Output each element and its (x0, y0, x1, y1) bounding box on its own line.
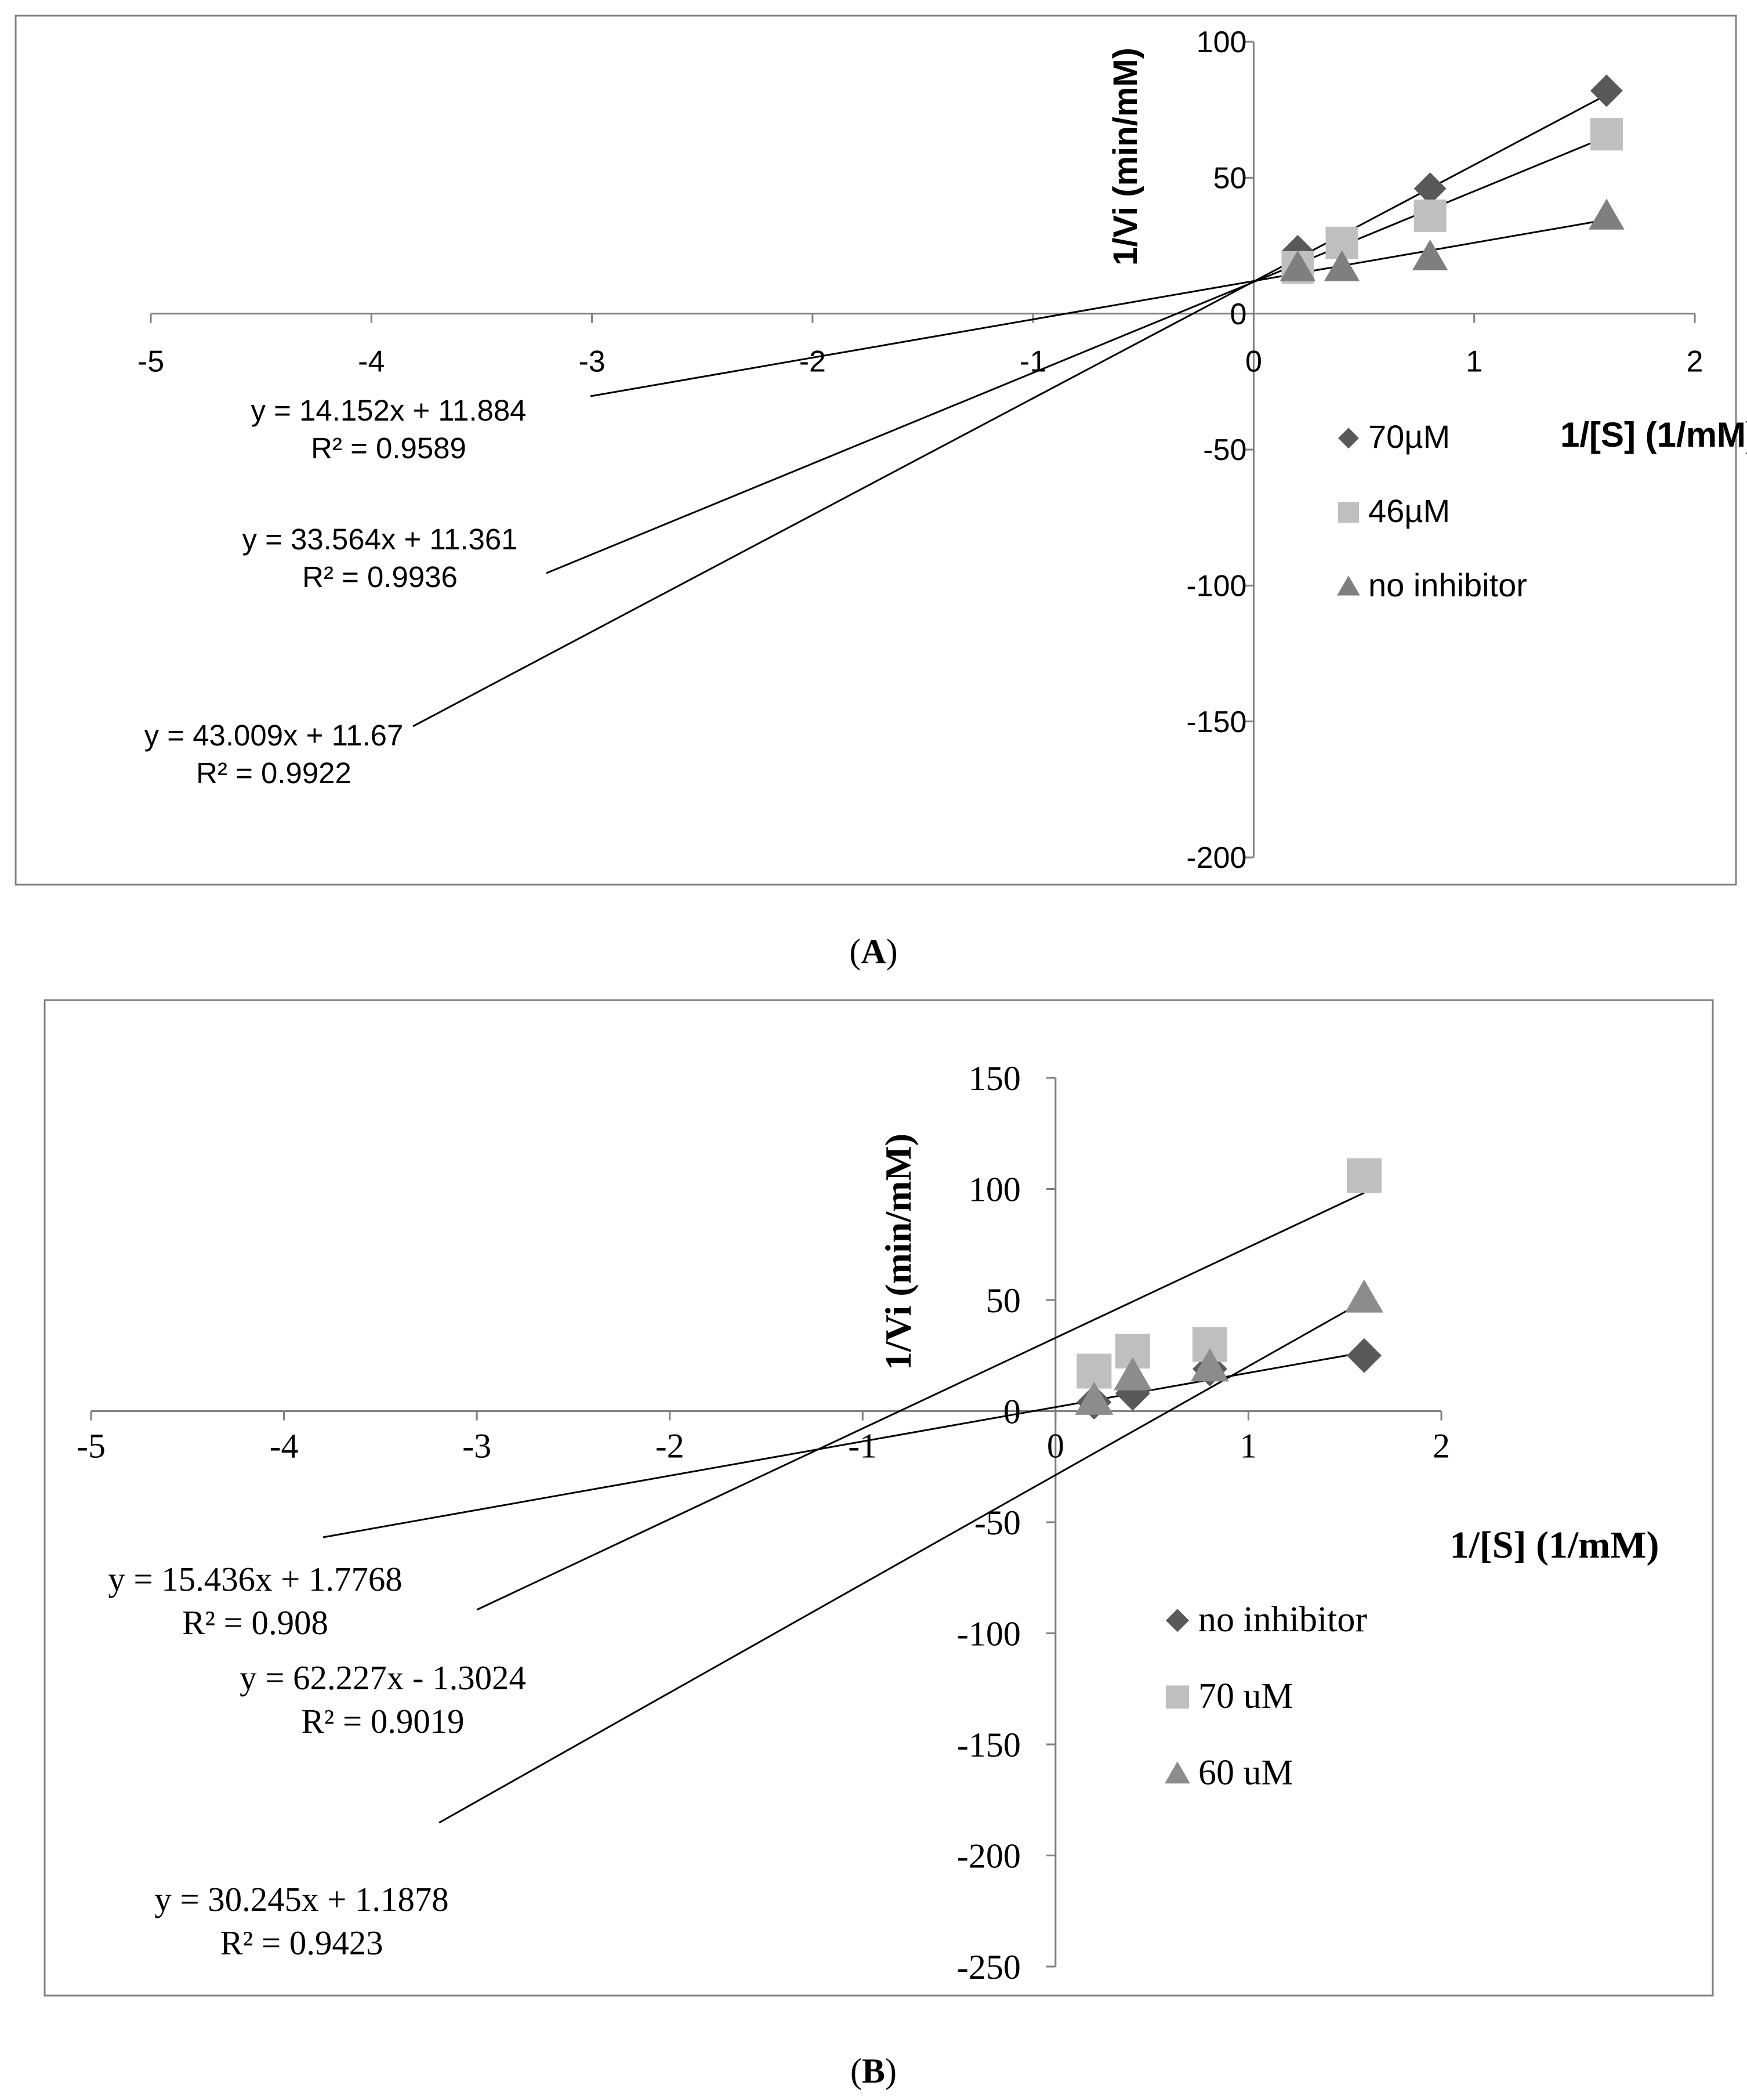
data-point (1113, 1357, 1152, 1391)
legend-label-70-m: 70µM (1368, 418, 1450, 455)
x-tick-label: -4 (270, 1427, 299, 1465)
legend: no inhibitor 70 uM 60 uM (1165, 1600, 1367, 1793)
trendline-equation: y = 14.152x + 11.884 (251, 394, 527, 427)
data-point (1346, 1338, 1382, 1373)
x-tick-label: -5 (137, 345, 164, 379)
legend-marker-70-um (1166, 1685, 1189, 1709)
trendline-no-inhibitor (590, 219, 1607, 397)
y-tick-label: -150 (1186, 705, 1246, 739)
trendline-equation: y = 62.227x - 1.3024 (240, 1659, 526, 1697)
data-point (1346, 1158, 1382, 1193)
x-tick-label: 1 (1466, 345, 1483, 379)
data-point (1280, 250, 1316, 281)
series-60-um (1075, 1279, 1383, 1415)
chart-frame (15, 15, 1737, 886)
x-tick-label: 2 (1687, 345, 1703, 379)
trendline-equation: y = 43.009x + 11.67 (144, 719, 404, 752)
y-tick-label: -100 (1186, 570, 1246, 603)
x-tick-label: -3 (578, 345, 605, 379)
x-tick-label: 1 (1239, 1427, 1257, 1465)
data-point (1412, 239, 1448, 271)
data-point (1324, 250, 1360, 281)
legend-label-no-inhibitor: no inhibitor (1198, 1600, 1367, 1639)
trendline-70-m (412, 94, 1607, 727)
x-tick-label: -4 (358, 345, 385, 379)
y-tick-label: 150 (969, 1059, 1021, 1098)
legend-marker-no-inhibitor (1337, 575, 1360, 596)
data-point (1413, 199, 1447, 232)
data-point (1413, 172, 1447, 205)
trendline-no-inhibitor (322, 1351, 1365, 1538)
trendline-r2: R² = 0.9936 (302, 560, 458, 593)
series-no-inhibitor (1280, 198, 1625, 281)
data-point (1190, 1348, 1229, 1382)
legend-marker-70-m (1338, 428, 1359, 449)
trendline-equation: y = 15.436x + 1.7768 (108, 1560, 402, 1598)
data-point (1590, 74, 1623, 107)
x-tick-label: -2 (799, 345, 826, 379)
y-tick-label: 0 (1003, 1393, 1021, 1431)
y-axis-title: 1/Vi (min/mM) (878, 1134, 919, 1370)
legend: 70µM 46µM no inhibitor (1337, 418, 1527, 603)
legend-label-70-um: 70 uM (1198, 1677, 1293, 1716)
y-axis-title: 1/Vi (min/mM) (1107, 48, 1144, 266)
y-tick-label: 50 (986, 1281, 1021, 1320)
y-tick-label: -200 (957, 1837, 1021, 1875)
trendline-70-um (476, 1192, 1365, 1611)
x-tick-label: -5 (77, 1427, 106, 1465)
trendline-r2: R² = 0.9019 (301, 1703, 464, 1740)
trendline-r2: R² = 0.9589 (311, 432, 466, 465)
data-point (1075, 1381, 1114, 1415)
legend-label-no-inhibitor: no inhibitor (1368, 567, 1527, 603)
x-tick-label: 2 (1433, 1427, 1450, 1465)
trendline-equation: y = 30.245x + 1.1878 (154, 1881, 448, 1918)
y-tick-label: -150 (957, 1726, 1021, 1764)
legend-label-60-um: 60 uM (1198, 1753, 1293, 1793)
y-tick-label: -50 (974, 1504, 1021, 1542)
x-axis-title: 1/[S] (1/mM) (1449, 1524, 1659, 1566)
y-tick-label: 100 (969, 1171, 1021, 1209)
legend-marker-no-inhibitor (1166, 1609, 1189, 1632)
data-point (1589, 198, 1625, 230)
chart-frame (44, 999, 1714, 1997)
y-tick-label: -200 (1186, 841, 1246, 875)
x-axis-title: 1/[S] (1/mM) (1560, 415, 1747, 454)
y-tick-label: -100 (957, 1615, 1021, 1653)
x-tick-label: 0 (1047, 1427, 1064, 1465)
chart-panel-b: -5 -4 -3 -2 -1 0 1 2150100500-50-100-150-200-25… (44, 999, 1714, 1997)
legend-label-46-m: 46µM (1368, 493, 1450, 529)
x-tick-label: 0 (1245, 345, 1262, 379)
data-point (1590, 118, 1623, 151)
y-tick-label: 50 (1213, 162, 1247, 195)
panel-label-a: (A) (849, 932, 897, 971)
trendline-r2: R² = 0.9423 (220, 1924, 383, 1962)
trendline-60-um (438, 1300, 1365, 1824)
legend-marker-60-um (1165, 1761, 1190, 1784)
data-point (1344, 1279, 1383, 1313)
trendline-r2: R² = 0.9922 (196, 756, 351, 790)
y-tick-label: -250 (957, 1948, 1021, 1986)
x-tick-label: -3 (462, 1427, 491, 1465)
y-tick-label: 100 (1197, 26, 1247, 59)
y-tick-label: 0 (1230, 298, 1247, 331)
trendline-r2: R² = 0.908 (182, 1604, 328, 1642)
y-tick-label: -50 (1203, 433, 1246, 467)
trendline-equation: y = 33.564x + 11.361 (242, 523, 518, 556)
x-tick-label: -2 (655, 1427, 684, 1465)
legend-marker-46-m (1338, 502, 1359, 523)
panel-label-b: (B) (850, 2052, 897, 2090)
